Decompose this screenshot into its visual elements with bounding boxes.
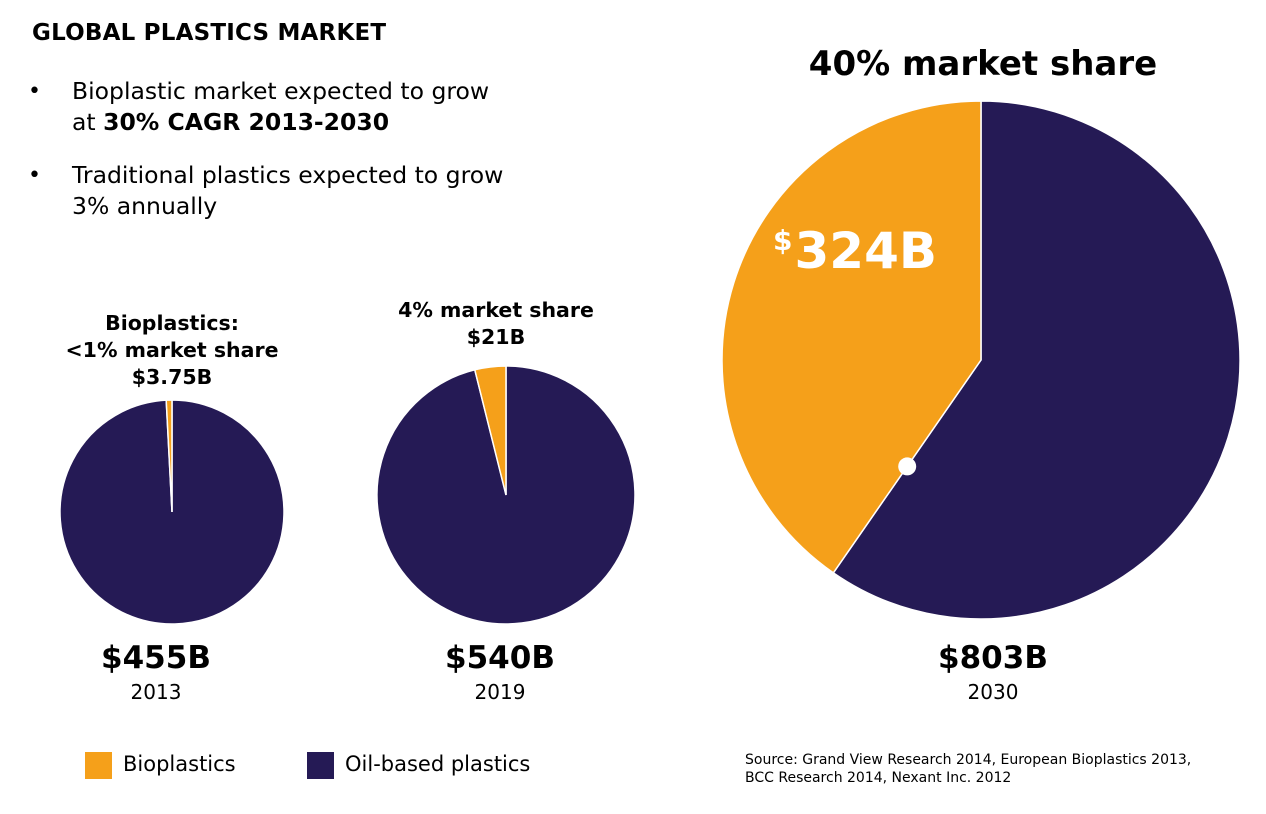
pie-slice-bioplastics: [721, 100, 982, 574]
legend-swatch: [307, 752, 334, 779]
bullet-line-1: Bioplastic market expected to grow: [72, 77, 490, 105]
bullet-line-1: Traditional plastics expected to grow: [72, 161, 504, 189]
pie-chart-2013: [59, 399, 285, 625]
page-title: GLOBAL PLASTICS MARKET: [32, 20, 387, 46]
pie-label-line: <1% market share: [65, 338, 279, 362]
bioplastics-2030-value: $324B: [773, 222, 937, 280]
year-2013: 2013: [130, 680, 182, 704]
bullet-dot: •: [28, 79, 41, 104]
bullet-dot: •: [28, 163, 41, 188]
source-note: Source: Grand View Research 2014, Europe…: [745, 751, 1191, 787]
pie-label-line: Bioplastics:: [105, 311, 239, 335]
pie-label-line: 4% market share: [398, 298, 594, 322]
year-2030: 2030: [967, 680, 1019, 704]
cagr-highlight: 30% CAGR 2013-2030: [103, 108, 390, 136]
total-2030: $803B: [938, 640, 1048, 676]
pie-chart-2030: [721, 100, 1241, 620]
pie-label-line: $21B: [466, 325, 526, 349]
source-line: Source: Grand View Research 2014, Europe…: [745, 752, 1192, 768]
slice-marker-dot: [898, 457, 917, 476]
pie-slice-bioplastics: [165, 399, 173, 513]
pie-label-line: $3.75B: [131, 365, 213, 389]
pie-2019-label: 4% market share $21B: [398, 297, 594, 351]
pie-2030-label: 40% market share: [808, 44, 1158, 84]
pie-2013-label: Bioplastics: <1% market share $3.75B: [66, 310, 279, 391]
pie-chart-2019: [376, 365, 636, 625]
currency-symbol: $: [773, 224, 793, 257]
bullet-text: Bioplastic market expected to grow at 30…: [72, 76, 489, 138]
legend-label: Bioplastics: [123, 752, 236, 776]
legend-label: Oil-based plastics: [345, 752, 531, 776]
pie-slice-bioplastics: [473, 365, 507, 496]
legend-swatch: [85, 752, 112, 779]
pie-slice-oil-based-plastics: [832, 100, 1241, 620]
year-2019: 2019: [474, 680, 526, 704]
bullet-text: Traditional plastics expected to grow 3%…: [72, 160, 503, 222]
bullet-line-2: 3% annually: [72, 192, 218, 220]
source-line: BCC Research 2014, Nexant Inc. 2012: [745, 770, 1012, 786]
bullet-line-2-prefix: at: [72, 108, 104, 136]
bioplastics-2030-amount: 324B: [794, 222, 937, 280]
total-2019: $540B: [445, 640, 555, 676]
total-2013: $455B: [101, 640, 211, 676]
